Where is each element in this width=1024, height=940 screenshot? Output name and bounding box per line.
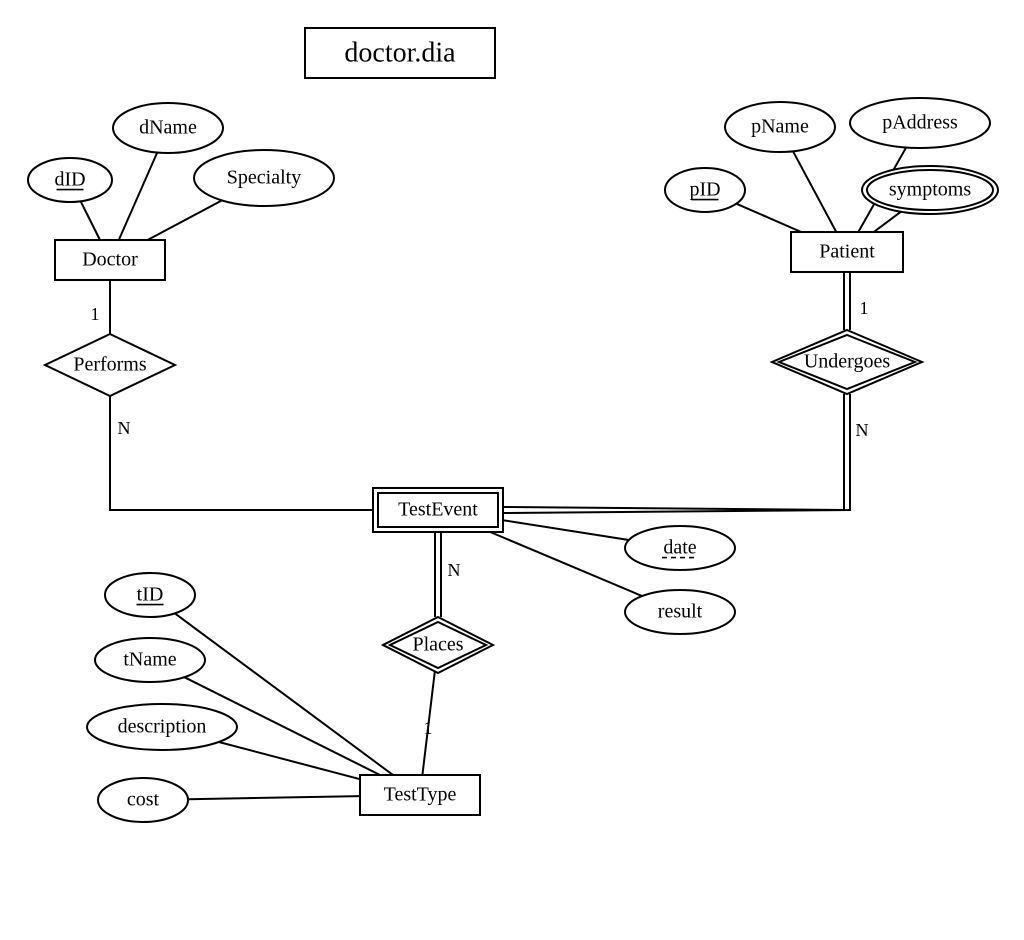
svg-text:Doctor: Doctor [82,249,138,271]
svg-text:pName: pName [751,116,809,138]
svg-text:Performs: Performs [73,354,147,376]
title-label: doctor.dia [344,37,456,68]
attribute-dID: dID [28,158,112,202]
svg-text:tName: tName [123,649,176,671]
relationship-performs: Performs [45,334,175,396]
svg-text:tID: tID [137,584,164,606]
svg-text:dName: dName [139,117,197,139]
cardinality-label: 1 [424,718,433,738]
relationship-places: Places [383,617,493,673]
svg-text:pID: pID [689,179,720,201]
svg-text:Specialty: Specialty [227,167,301,189]
attribute-description: description [87,704,237,750]
er-diagram: 1 N 1 N N 1 doctor.dia Doctor Patient TestEvent Te… [0,0,1024,940]
cardinality-label: N [856,420,869,440]
relationship-undergoes: Undergoes [772,330,922,394]
svg-text:description: description [118,716,207,738]
svg-text:Undergoes: Undergoes [804,351,890,373]
svg-text:symptoms: symptoms [889,179,971,201]
attribute-date: date [625,526,735,570]
shapes-layer: doctor.dia Doctor Patient TestEvent TestType… [28,28,998,822]
svg-text:result: result [658,601,703,623]
edges-layer [81,148,906,800]
attribute-symptoms: symptoms [862,166,998,214]
svg-text:Patient: Patient [819,241,875,263]
cardinality-label: N [118,418,131,438]
cardinality-label: 1 [860,298,869,318]
attribute-pName: pName [725,102,835,152]
svg-text:pAddress: pAddress [882,112,958,134]
svg-text:date: date [663,537,696,559]
svg-text:dID: dID [54,169,85,191]
attribute-specialty: Specialty [194,150,334,206]
svg-text:TestEvent: TestEvent [398,499,478,521]
entity-testevent: TestEvent [373,488,503,532]
attribute-cost: cost [98,778,188,822]
entity-doctor: Doctor [55,240,165,280]
attribute-pID: pID [665,168,745,212]
svg-text:Places: Places [412,634,463,656]
svg-text:cost: cost [127,789,160,811]
cardinality-label: N [448,560,461,580]
attribute-tName: tName [95,638,205,682]
attribute-result: result [625,590,735,634]
entity-patient: Patient [791,232,903,272]
attribute-pAddress: pAddress [850,98,990,148]
entity-testtype: TestType [360,775,480,815]
attribute-tID: tID [105,573,195,617]
svg-text:TestType: TestType [384,784,457,806]
attribute-dName: dName [113,103,223,153]
cardinality-label: 1 [91,304,100,324]
